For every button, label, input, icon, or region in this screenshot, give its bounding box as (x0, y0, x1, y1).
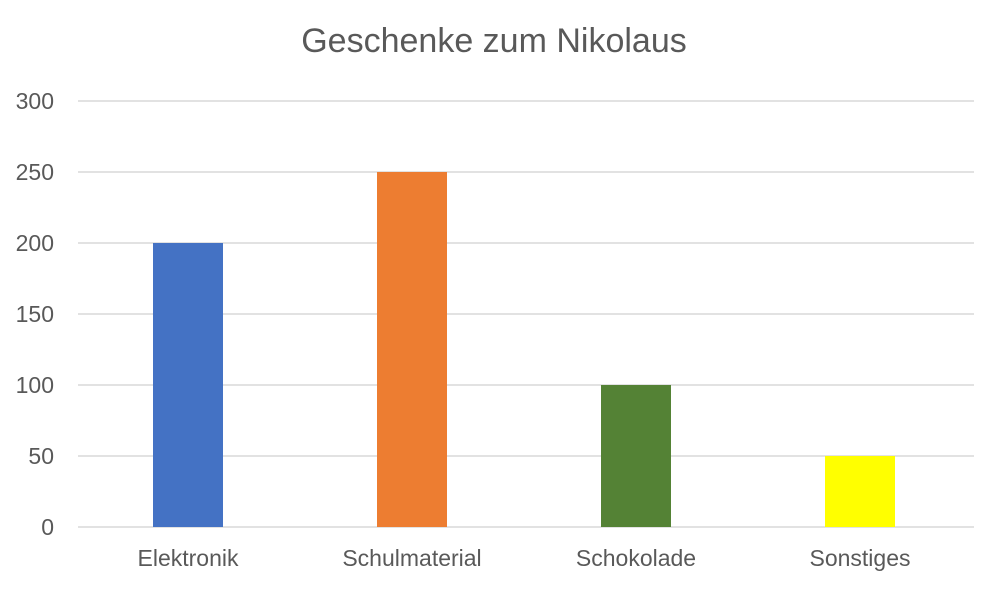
y-axis-tick-labels: 0 50 100 150 200 250 300 (16, 88, 54, 540)
bars (153, 172, 895, 527)
bar-schulmaterial (377, 172, 447, 527)
y-tick-label: 150 (16, 301, 54, 327)
x-axis-tick-labels: Elektronik Schulmaterial Schokolade Sonstig… (138, 545, 911, 571)
gridlines (78, 100, 974, 528)
y-tick-label: 50 (28, 443, 54, 469)
bar-schokolade (601, 385, 671, 527)
y-tick-label: 200 (16, 230, 54, 256)
bar-sonstiges (825, 456, 895, 527)
x-tick-label: Schokolade (576, 545, 696, 571)
chart-title: Geschenke zum Nikolaus (301, 22, 687, 60)
y-tick-label: 250 (16, 159, 54, 185)
y-tick-label: 300 (16, 88, 54, 114)
x-tick-label: Schulmaterial (342, 545, 481, 571)
x-tick-label: Elektronik (138, 545, 239, 571)
y-tick-label: 0 (41, 514, 54, 540)
x-tick-label: Sonstiges (809, 545, 910, 571)
bar-elektronik (153, 243, 223, 527)
y-tick-label: 100 (16, 372, 54, 398)
